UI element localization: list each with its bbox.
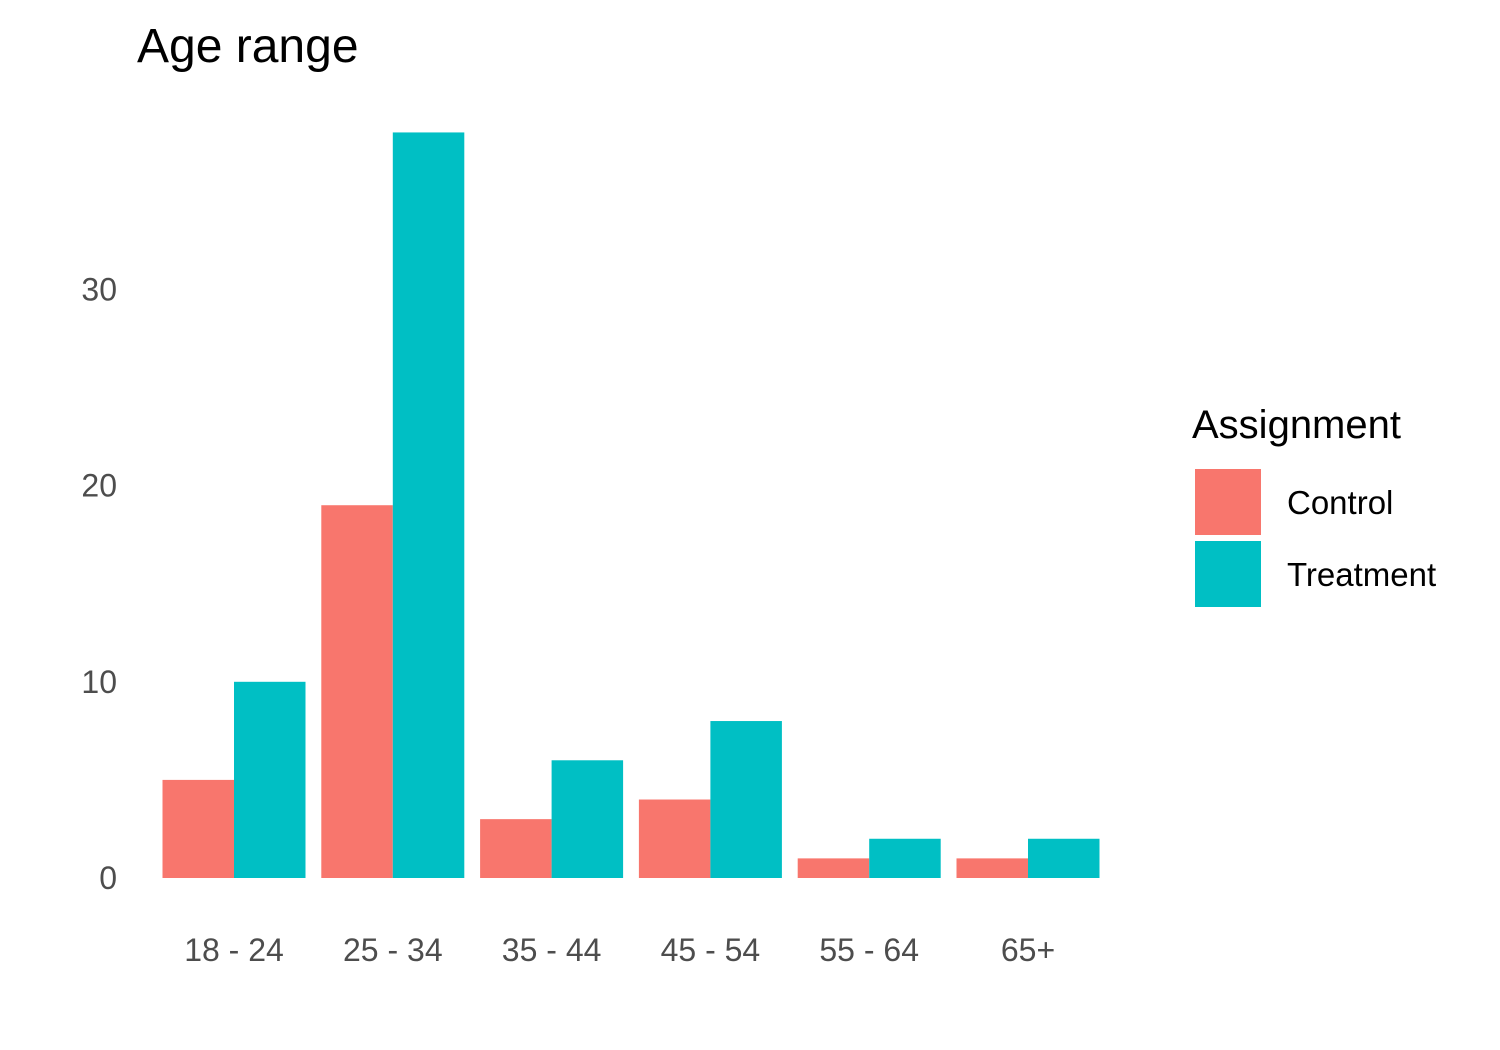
y-tick-label: 0 bbox=[99, 860, 117, 896]
bar-control-3 bbox=[638, 799, 711, 878]
y-tick-label: 30 bbox=[81, 271, 117, 307]
bars bbox=[162, 132, 1100, 878]
x-tick-label: 55 - 64 bbox=[819, 932, 919, 968]
y-axis-ticks: 0 10 20 30 bbox=[81, 271, 117, 896]
x-tick-label: 35 - 44 bbox=[502, 932, 602, 968]
legend-label-control: Control bbox=[1287, 484, 1393, 521]
x-tick-label: 18 - 24 bbox=[184, 932, 284, 968]
legend-label-treatment: Treatment bbox=[1287, 556, 1436, 593]
bar-treatment-5 bbox=[1028, 838, 1100, 878]
bar-control-2 bbox=[480, 819, 552, 878]
y-tick-label: 20 bbox=[81, 468, 117, 504]
chart-title: Age range bbox=[137, 20, 359, 73]
bar-control-5 bbox=[956, 858, 1028, 878]
x-tick-label: 45 - 54 bbox=[661, 932, 761, 968]
bar-treatment-0 bbox=[234, 681, 306, 878]
bar-treatment-4 bbox=[869, 838, 941, 878]
bar-treatment-2 bbox=[551, 760, 624, 878]
x-tick-label: 65+ bbox=[1001, 932, 1055, 968]
legend-key-control bbox=[1195, 469, 1261, 535]
legend-title: Assignment bbox=[1192, 403, 1401, 447]
bar-control-0 bbox=[162, 779, 234, 878]
y-tick-label: 10 bbox=[81, 664, 117, 700]
x-tick-label: 25 - 34 bbox=[343, 932, 443, 968]
bar-treatment-3 bbox=[710, 721, 782, 878]
x-axis-ticks: 18 - 24 25 - 34 35 - 44 45 - 54 55 - 64 65+ bbox=[184, 932, 1055, 968]
legend-key-treatment bbox=[1195, 541, 1261, 607]
bar-control-1 bbox=[321, 505, 393, 878]
bar-control-4 bbox=[797, 858, 870, 878]
bar-treatment-1 bbox=[392, 132, 465, 878]
legend: Assignment Control Treatment bbox=[1192, 403, 1436, 607]
